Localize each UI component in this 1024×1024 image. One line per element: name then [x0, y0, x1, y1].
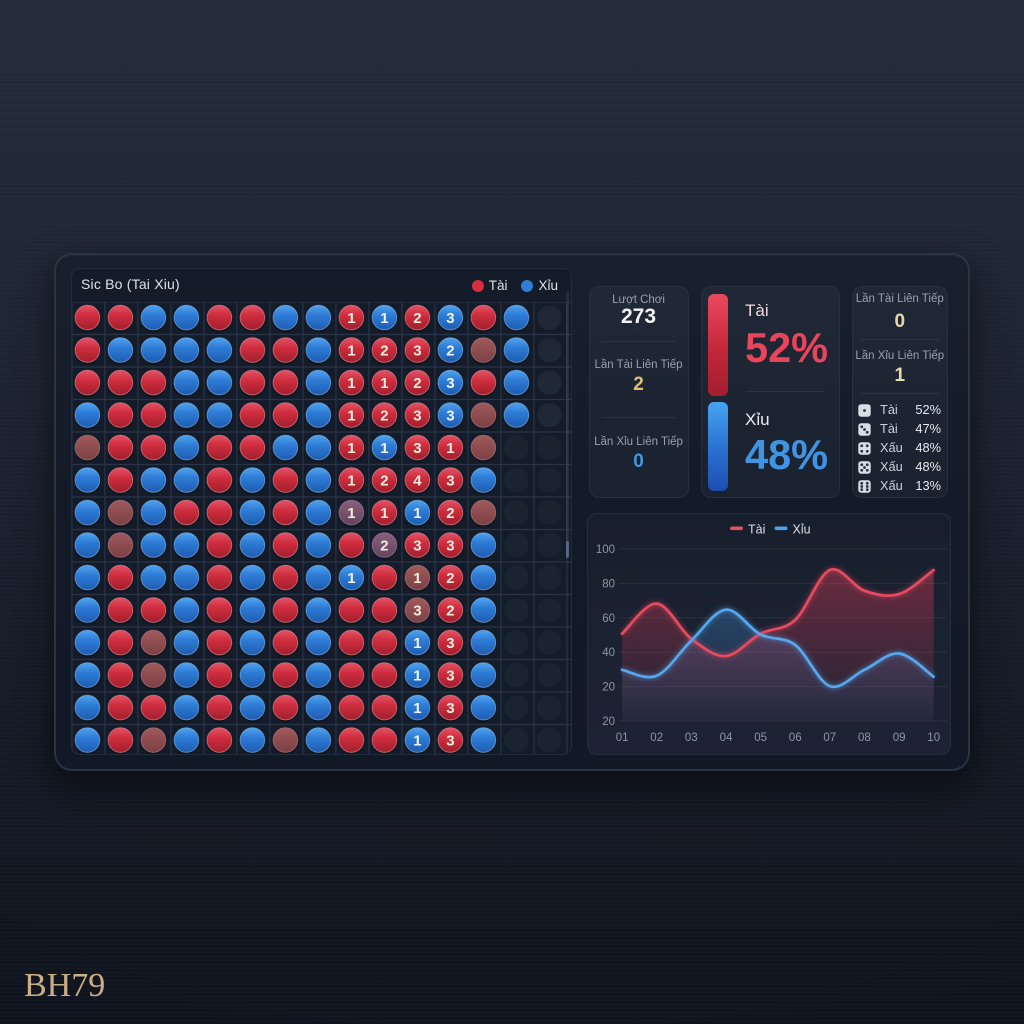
- svg-text:20: 20: [602, 716, 615, 728]
- svg-text:1: 1: [446, 440, 454, 457]
- svg-text:3: 3: [446, 667, 454, 684]
- svg-text:10: 10: [927, 732, 940, 744]
- svg-text:1: 1: [380, 440, 388, 457]
- svg-text:1: 1: [347, 342, 355, 359]
- svg-text:3: 3: [413, 537, 421, 554]
- svg-text:3: 3: [446, 635, 454, 652]
- svg-text:3: 3: [413, 407, 421, 424]
- svg-text:2: 2: [446, 570, 454, 587]
- svg-text:3: 3: [413, 602, 421, 619]
- svg-text:1: 1: [347, 472, 355, 489]
- svg-text:1: 1: [413, 700, 421, 717]
- svg-text:100: 100: [596, 544, 615, 556]
- svg-text:3: 3: [413, 440, 421, 457]
- svg-text:1: 1: [380, 310, 388, 327]
- svg-text:06: 06: [789, 732, 802, 744]
- svg-text:3: 3: [446, 537, 454, 554]
- svg-text:1: 1: [347, 375, 355, 392]
- svg-text:03: 03: [685, 732, 698, 744]
- svg-text:1: 1: [347, 570, 355, 587]
- svg-text:2: 2: [380, 407, 388, 424]
- svg-text:1: 1: [413, 732, 421, 749]
- svg-text:2: 2: [446, 342, 454, 359]
- svg-text:Tài: Tài: [748, 523, 765, 537]
- svg-text:1: 1: [380, 505, 388, 522]
- svg-text:1: 1: [347, 440, 355, 457]
- svg-text:09: 09: [893, 732, 906, 744]
- svg-text:4: 4: [413, 472, 422, 489]
- svg-text:3: 3: [446, 700, 454, 717]
- svg-text:1: 1: [413, 570, 421, 587]
- svg-text:3: 3: [446, 310, 454, 327]
- svg-text:3: 3: [446, 375, 454, 392]
- svg-text:04: 04: [720, 732, 733, 744]
- svg-text:02: 02: [650, 732, 663, 744]
- svg-text:1: 1: [347, 407, 355, 424]
- svg-text:Xỉu: Xỉu: [793, 523, 811, 537]
- svg-text:1: 1: [347, 310, 355, 327]
- svg-text:3: 3: [446, 732, 454, 749]
- svg-text:1: 1: [380, 375, 388, 392]
- svg-text:2: 2: [446, 602, 454, 619]
- svg-text:01: 01: [616, 732, 629, 744]
- svg-text:1: 1: [413, 635, 421, 652]
- svg-text:2: 2: [413, 310, 421, 327]
- svg-text:05: 05: [754, 732, 767, 744]
- svg-text:3: 3: [446, 472, 454, 489]
- svg-text:1: 1: [413, 667, 421, 684]
- svg-text:2: 2: [380, 537, 388, 554]
- svg-text:2: 2: [413, 375, 421, 392]
- svg-text:1: 1: [413, 505, 421, 522]
- svg-text:80: 80: [602, 578, 615, 590]
- svg-text:3: 3: [446, 407, 454, 424]
- svg-text:2: 2: [380, 472, 388, 489]
- svg-text:1: 1: [347, 505, 355, 522]
- svg-text:60: 60: [602, 613, 615, 625]
- svg-text:3: 3: [413, 342, 421, 359]
- svg-text:2: 2: [446, 505, 454, 522]
- svg-text:2: 2: [380, 342, 388, 359]
- svg-text:20: 20: [602, 682, 615, 694]
- svg-text:40: 40: [602, 647, 615, 659]
- svg-text:08: 08: [858, 732, 871, 744]
- svg-text:07: 07: [823, 732, 836, 744]
